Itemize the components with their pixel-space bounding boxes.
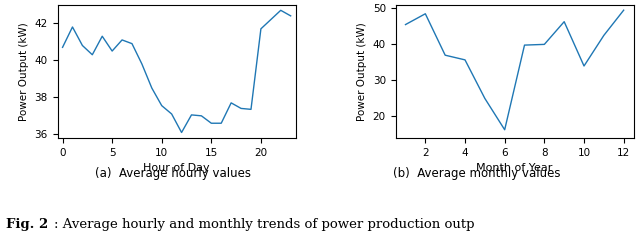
Text: (a)  Average hourly values: (a) Average hourly values [95, 167, 251, 180]
Text: : Average hourly and monthly trends of power production outp: : Average hourly and monthly trends of p… [54, 218, 475, 232]
Text: Fig. 2: Fig. 2 [6, 218, 49, 232]
X-axis label: Hour of Day: Hour of Day [143, 163, 210, 173]
X-axis label: Month of Year: Month of Year [476, 163, 553, 173]
Y-axis label: Power Output (kW): Power Output (kW) [19, 22, 29, 121]
Y-axis label: Power Output (kW): Power Output (kW) [357, 22, 367, 121]
Text: (b)  Average monthly values: (b) Average monthly values [393, 167, 561, 180]
